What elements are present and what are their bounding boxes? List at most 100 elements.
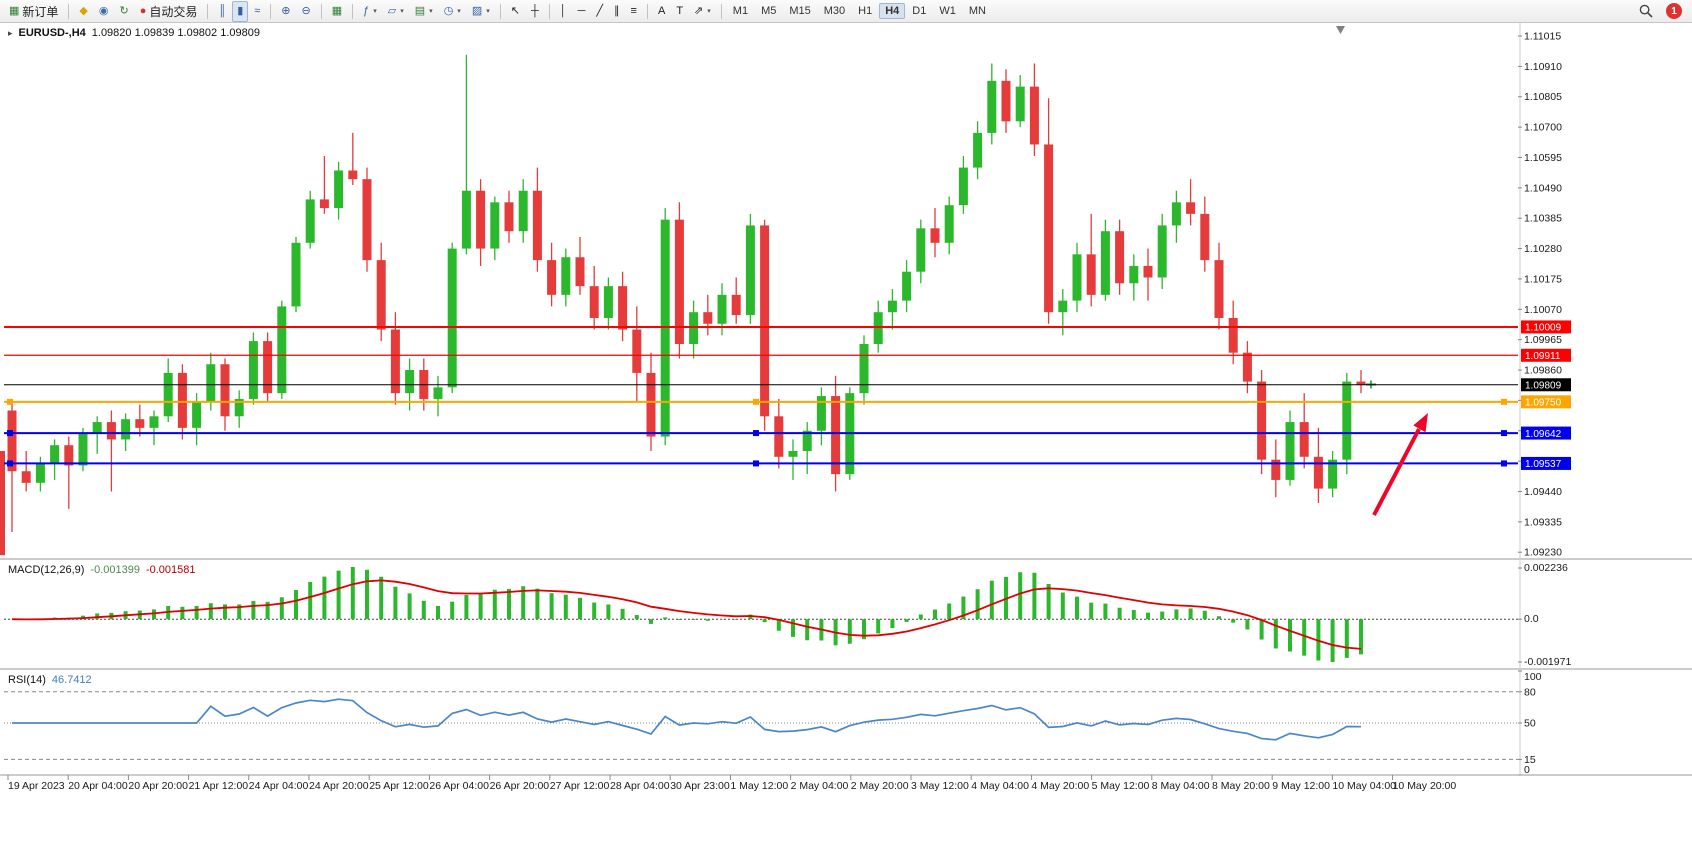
candle-body: [774, 416, 784, 457]
rsi-value: 46.7412: [51, 674, 92, 686]
metaeditor-button[interactable]: ◆: [74, 1, 92, 22]
timeframe-d1-button[interactable]: D1: [912, 5, 927, 17]
crosshair-button[interactable]: ┼: [526, 1, 544, 22]
templates-button[interactable]: ▨ ▾: [467, 1, 495, 22]
candle-body: [1100, 231, 1110, 295]
timeframe-mn-button[interactable]: MN: [968, 5, 986, 17]
candle-body: [447, 248, 457, 388]
candle-body: [390, 329, 400, 394]
timeframe-m30-button[interactable]: M30: [823, 5, 846, 17]
time-axis-label: 28 Apr 04:00: [610, 780, 670, 792]
pivot-line-orange-handle[interactable]: [7, 398, 13, 405]
candle-body: [518, 190, 528, 232]
objects-list-button[interactable]: ▱ ▾: [383, 1, 409, 22]
candle-body: [802, 430, 812, 451]
support-line-1-handle[interactable]: [1501, 430, 1507, 437]
time-axis-label: 10 May 20:00: [1393, 780, 1457, 792]
label-button[interactable]: T: [671, 1, 688, 22]
candle-body: [632, 329, 642, 373]
templates-icon: ▨: [471, 4, 483, 17]
candle-body: [561, 257, 571, 295]
zoom-in-button[interactable]: ⊕: [276, 1, 295, 22]
candle-body: [717, 294, 727, 324]
chart-canvas[interactable]: 1.11015 1.10910 1.10805 1.10700 1.10595 1.104…: [0, 23, 1692, 854]
line-chart-icon: ≈: [254, 4, 261, 17]
candle-body: [92, 422, 102, 434]
pivot-line-orange-handle[interactable]: [753, 398, 759, 405]
trend-arrow[interactable]: [1372, 428, 1421, 516]
candle-body: [1129, 265, 1139, 284]
support-line-1-handle[interactable]: [753, 430, 759, 437]
timeframe-h4-button[interactable]: H4: [879, 3, 906, 19]
arrows-button[interactable]: ⇗ ▾: [689, 1, 716, 22]
new-order-button[interactable]: ▦ 新订单: [4, 1, 63, 22]
candle-body: [603, 286, 613, 318]
cursor-icon: ↖: [510, 4, 520, 17]
timeframe-m5-button[interactable]: M5: [761, 5, 777, 17]
vertical-line-icon: │: [559, 4, 567, 17]
channel-button[interactable]: ∥: [609, 1, 625, 22]
rsi-axis-label: 100: [1524, 671, 1542, 683]
candle-body: [760, 225, 770, 417]
horizontal-line-button[interactable]: ─: [573, 1, 591, 22]
tile-windows-icon: ▦: [331, 4, 343, 17]
candle-body: [930, 228, 940, 243]
fibonacci-button[interactable]: ≡: [626, 1, 642, 22]
chevron-down-icon: ▾: [707, 8, 711, 15]
support-line-2-handle[interactable]: [7, 460, 13, 467]
channel-icon: ∥: [614, 4, 620, 17]
market-watch-button[interactable]: ◉: [94, 1, 114, 22]
candle-body: [50, 445, 60, 463]
candle-body: [745, 225, 755, 316]
trend-arrow-head[interactable]: [1413, 413, 1428, 433]
candle-body: [476, 190, 486, 249]
support-line-2-handle[interactable]: [753, 460, 759, 467]
indicators-button[interactable]: ƒ ▾: [358, 1, 382, 22]
chart-shift-marker[interactable]: [1336, 26, 1345, 34]
timeframe-m15-button[interactable]: M15: [789, 5, 811, 17]
new-chart-button[interactable]: ▤ ▾: [410, 1, 438, 22]
candle-body: [1356, 381, 1366, 385]
candle-body: [135, 419, 145, 428]
refresh-button[interactable]: ↻: [115, 1, 134, 22]
text-button[interactable]: A: [653, 1, 670, 22]
timeframe-m1-button[interactable]: M1: [732, 5, 749, 17]
candle-body: [973, 132, 983, 168]
vertical-line-button[interactable]: │: [555, 1, 572, 22]
candle-body: [376, 260, 386, 330]
candle-body: [291, 242, 301, 307]
support-line-2-handle[interactable]: [1501, 460, 1507, 467]
pivot-line-orange-handle[interactable]: [1501, 398, 1507, 405]
cursor-button[interactable]: ↖: [506, 1, 525, 22]
candlestick-chart-button[interactable]: ▮: [232, 0, 249, 22]
search-button[interactable]: [1634, 1, 1658, 22]
timeframe-h1-button[interactable]: H1: [858, 5, 873, 17]
line-chart-button[interactable]: ≈: [249, 1, 265, 22]
time-axis-label: 2 May 20:00: [851, 780, 909, 792]
chart-symbol-title: EURUSD-,H4: [18, 27, 86, 39]
one-click-trading-toggle[interactable]: ▸: [8, 28, 13, 38]
periodicity-icon: ◷: [443, 4, 454, 17]
objects-list-icon: ▱: [387, 4, 397, 17]
autotrade-button[interactable]: ● 自动交易: [135, 1, 203, 22]
time-axis-label: 19 Apr 2023: [8, 780, 65, 792]
candle-body: [1342, 381, 1352, 460]
tile-windows-button[interactable]: ▦: [327, 1, 347, 22]
bar-chart-button[interactable]: ║: [213, 1, 231, 22]
zoom-out-button[interactable]: ⊖: [297, 1, 316, 22]
periodicity-button[interactable]: ◷ ▾: [439, 1, 466, 22]
clipped-candle: [0, 451, 5, 556]
time-axis-label: 2 May 04:00: [791, 780, 849, 792]
macd-axis-label: -0.001971: [1524, 656, 1571, 668]
time-axis-label: 4 May 04:00: [971, 780, 1029, 792]
timeframe-w1-button[interactable]: W1: [939, 5, 956, 17]
candle-body: [674, 219, 684, 344]
support-line-1-handle[interactable]: [7, 430, 13, 437]
chart-window[interactable]: 1.11015 1.10910 1.10805 1.10700 1.10595 1.104…: [0, 23, 1692, 854]
rsi-axis-label: 0: [1524, 764, 1530, 776]
price-axis-label: 1.10280: [1524, 243, 1562, 255]
notification-badge[interactable]: 1: [1666, 3, 1682, 19]
candle-body: [618, 286, 628, 330]
trendline-button[interactable]: ╱: [591, 1, 608, 22]
